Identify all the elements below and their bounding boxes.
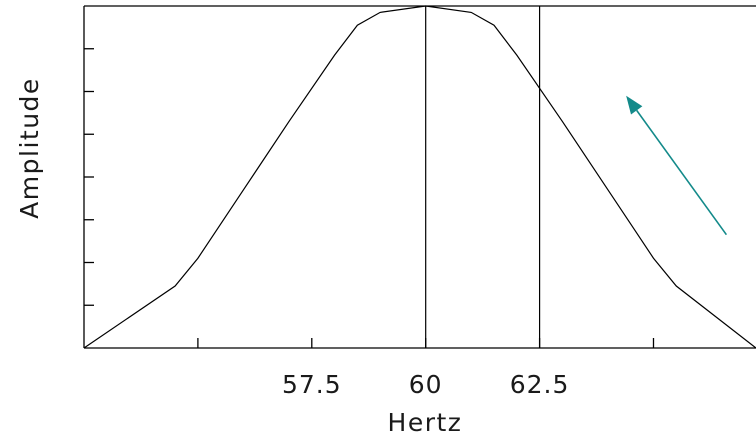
arrow-head	[626, 95, 643, 115]
x-tick-label: 62.5	[510, 370, 570, 399]
x-tick-labels: 57.5 60 62.5	[282, 370, 570, 399]
series-line	[83, 5, 756, 349]
x-axis-label: Hertz	[388, 408, 463, 437]
plot-area	[83, 5, 756, 349]
x-tick-label: 57.5	[282, 370, 342, 399]
x-tick-label: 60	[409, 370, 443, 399]
y-axis-label: Amplitude	[15, 77, 44, 219]
annotation-arrow	[626, 95, 728, 236]
arrow-shaft	[636, 109, 728, 236]
vertical-marker-lines	[425, 6, 541, 348]
y-ticks	[84, 48, 94, 306]
